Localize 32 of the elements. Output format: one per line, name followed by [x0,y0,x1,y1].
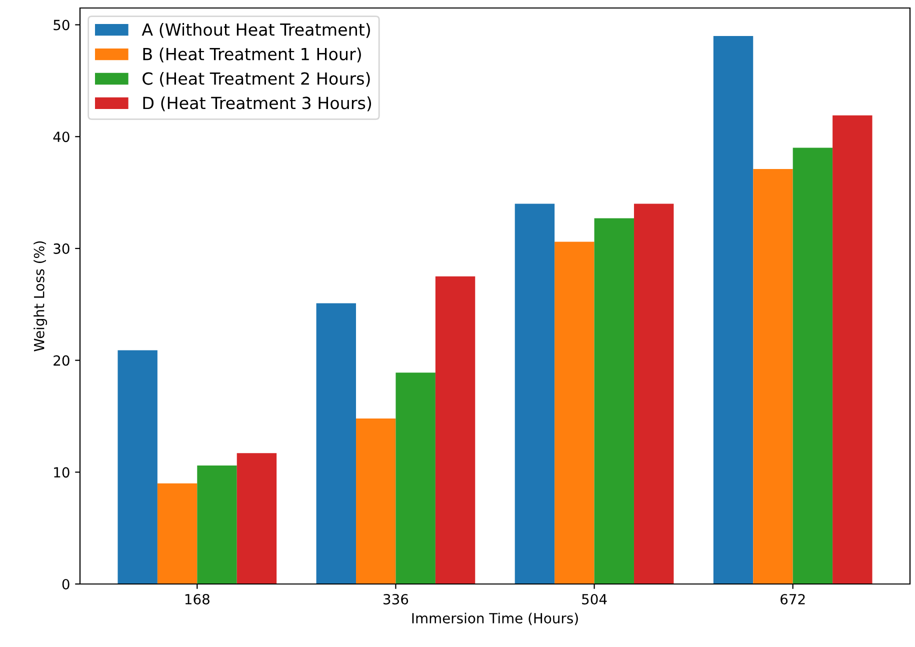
bar [396,372,436,584]
legend-label: A (Without Heat Treatment) [142,23,370,38]
bar [316,303,356,584]
bar [753,169,793,584]
y-tick-label: 40 [53,132,70,142]
bar [713,36,754,584]
y-tick-label: 50 [54,20,70,30]
bar [554,242,594,584]
x-tick-label: 168 [185,594,210,604]
y-tick-label: 30 [54,243,70,254]
bar [594,218,634,584]
legend-label: D (Heat Treatment 3 Hours) [143,96,372,112]
y-axis-title: Weight Loss (%) [34,241,48,352]
bar [236,453,277,584]
y-tick-label: 10 [54,467,70,478]
bar [792,148,833,584]
bar [634,204,674,584]
x-axis-title: Immersion Time (Hours) [412,612,578,626]
bar [118,350,158,584]
bar [435,276,476,584]
legend-label: C (Heat Treatment 2 Hours) [142,72,370,87]
x-tick-label: 504 [582,594,607,604]
bar [514,204,555,584]
y-tick-label: 20 [54,355,70,366]
x-tick-label: 672 [780,594,805,604]
bar [356,418,396,584]
bar [197,465,237,584]
y-tick-label: 0 [62,578,70,590]
x-tick-label: 336 [384,594,408,604]
bar [832,115,872,584]
legend-label: B (Heat Treatment 1 Hour) [143,47,361,62]
bar [157,483,198,584]
